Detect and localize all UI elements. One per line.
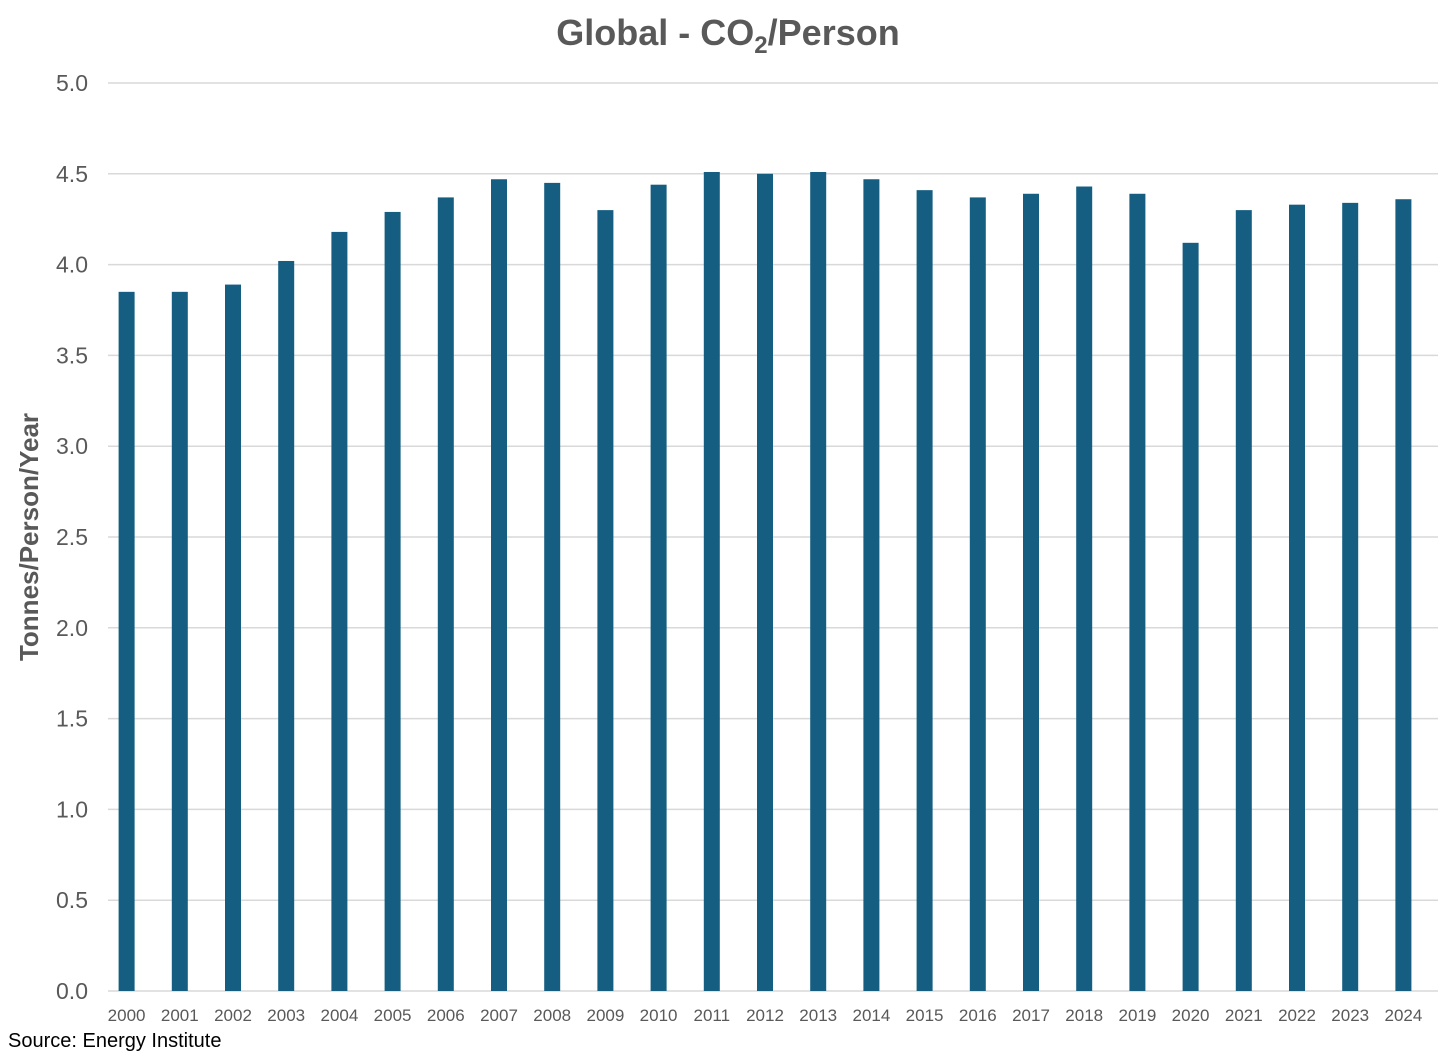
chart-title-subscript: 2 [754, 32, 768, 59]
x-tick-label: 2006 [427, 1006, 465, 1025]
x-tick-label: 2004 [320, 1006, 358, 1025]
bar-2023 [1342, 202, 1359, 991]
x-tick-label: 2016 [959, 1006, 997, 1025]
x-tick-label: 2011 [694, 1006, 731, 1025]
y-tick-label: 3.0 [56, 433, 88, 459]
bar-2024 [1395, 199, 1412, 991]
bar-2011 [703, 171, 720, 991]
x-tick-label: 2002 [214, 1006, 252, 1025]
y-tick-label: 2.5 [56, 524, 88, 550]
bar-2022 [1289, 204, 1305, 991]
bar-2013 [810, 171, 827, 991]
bar-2009 [597, 210, 614, 991]
bar-2016 [969, 197, 986, 991]
x-tick-label: 2021 [1225, 1006, 1263, 1025]
x-tick-label: 2019 [1118, 1006, 1156, 1025]
x-tick-label: 2000 [108, 1006, 146, 1025]
y-tick-label: 4.0 [56, 252, 88, 278]
bar-2005 [384, 211, 401, 991]
bar-2015 [916, 190, 933, 992]
x-tick-label: 2023 [1331, 1006, 1369, 1025]
x-tick-label: 2020 [1172, 1006, 1210, 1025]
x-tick-label: 2018 [1065, 1006, 1103, 1025]
bar-2003 [278, 260, 295, 991]
bars [118, 171, 1412, 992]
y-tick-labels: 0.0 0.5 1.0 1.5 2.0 2.5 3.0 3.5 4.0 4.5 5.0 [56, 70, 88, 1004]
bar-2021 [1235, 210, 1252, 991]
bar-2010 [650, 184, 667, 992]
y-tick-label: 0.5 [56, 887, 88, 913]
x-tick-label: 2010 [640, 1006, 678, 1025]
x-tick-label: 2003 [267, 1006, 305, 1025]
y-tick-label: 5.0 [56, 70, 88, 96]
y-axis-label: Tonnes/Person/Year [14, 413, 44, 661]
chart-title-suffix: /Person [767, 12, 900, 53]
x-tick-label: 2013 [799, 1006, 837, 1025]
bar-2004 [331, 231, 348, 992]
bar-2017 [1023, 193, 1039, 991]
x-tick-label: 2017 [1012, 1006, 1050, 1025]
x-tick-label: 2007 [480, 1006, 518, 1025]
chart-title-prefix: Global - CO [556, 12, 755, 53]
x-tick-label: 2008 [533, 1006, 571, 1025]
y-tick-label: 1.5 [56, 706, 88, 732]
y-tick-label: 0.0 [56, 978, 88, 1004]
y-tick-label: 3.5 [56, 342, 88, 368]
bar-2007 [491, 179, 507, 992]
x-tick-label: 2024 [1384, 1006, 1422, 1025]
source-note: Source: Energy Institute [8, 1030, 222, 1052]
bar-2000 [118, 291, 135, 992]
bar-2014 [863, 179, 880, 992]
bar-2020 [1182, 242, 1199, 992]
x-tick-label: 2001 [161, 1006, 199, 1025]
bar-2018 [1076, 186, 1093, 992]
bar-2006 [437, 197, 454, 991]
bar-2019 [1129, 193, 1146, 991]
chart-title: Global - CO2/Person [0, 12, 1456, 59]
x-tick-label: 2009 [586, 1006, 624, 1025]
x-tick-labels: 2000 2001 2002 2003 2004 2005 2006 2007 2008 2009… [108, 1006, 1423, 1025]
y-tick-label: 1.0 [56, 796, 88, 822]
x-tick-label: 2014 [852, 1006, 890, 1025]
bar-2001 [171, 291, 188, 992]
bar-2012 [757, 173, 773, 992]
bar-2008 [544, 182, 561, 991]
y-tick-label: 2.0 [56, 615, 88, 641]
x-tick-label: 2012 [746, 1006, 784, 1025]
bar-2002 [225, 284, 241, 991]
x-tick-label: 2022 [1278, 1006, 1316, 1025]
x-tick-label: 2015 [906, 1006, 944, 1025]
y-tick-label: 4.5 [56, 161, 88, 187]
x-tick-label: 2005 [374, 1006, 412, 1025]
